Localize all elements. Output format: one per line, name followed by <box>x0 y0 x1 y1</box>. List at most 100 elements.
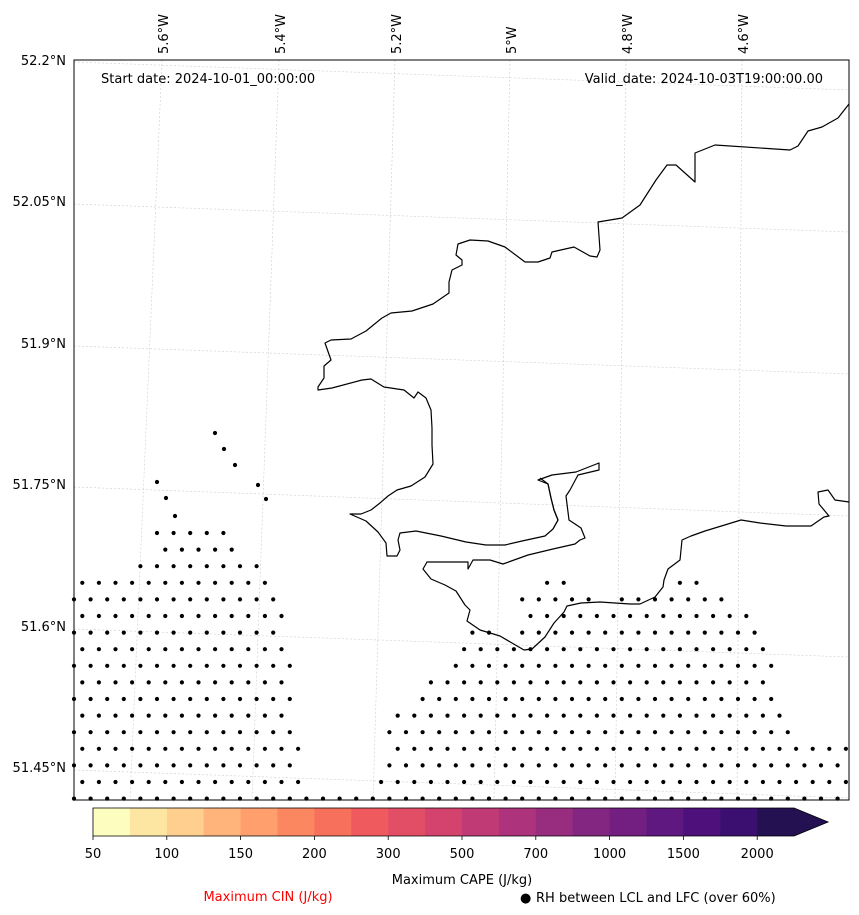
lon-label: 4.8°W <box>621 14 636 54</box>
rh-stipple-dot <box>395 746 400 751</box>
rh-stipple-dot <box>470 763 475 768</box>
rh-stipple-dot <box>669 696 674 702</box>
rh-stipple-dot <box>213 647 218 652</box>
rh-stipple-dot <box>636 597 641 602</box>
rh-stipple-dot <box>113 779 118 785</box>
rh-stipple-dot <box>138 696 143 702</box>
lat-label: 52.2°N <box>21 54 66 69</box>
rh-stipple-dot <box>262 647 267 652</box>
rh-stipple-dot <box>154 597 160 602</box>
rh-stipple-dot <box>677 647 683 652</box>
rh-stipple-dot <box>379 779 384 785</box>
rh-stipple-dot <box>669 663 674 668</box>
rh-stipple-dot <box>179 613 184 619</box>
rh-stipple-dot <box>561 746 566 751</box>
rh-stipple-dot <box>785 763 790 768</box>
rh-stipple-dot <box>80 680 85 685</box>
rh-stipple-dot <box>495 713 500 718</box>
rh-stipple-dot <box>146 713 151 718</box>
rh-stipple-dot <box>511 746 516 751</box>
rh-stipple-dot <box>719 630 724 635</box>
rh-stipple-dot <box>843 746 849 751</box>
rh-stipple-dot <box>569 730 575 735</box>
rh-stipple-dot <box>735 696 741 702</box>
rh-stipple-dot <box>578 680 583 685</box>
rh-stipple-dot <box>80 779 85 785</box>
start-date-text: Start date: 2024-10-01_00:00:00 <box>101 72 315 87</box>
rh-stipple-dot <box>462 779 467 785</box>
rh-stipple-dot <box>619 663 624 668</box>
rh-stipple-dot <box>237 630 243 635</box>
rh-stipple-dot <box>644 647 649 652</box>
rh-stipple-dot <box>752 763 757 768</box>
rh-stipple-dot <box>603 663 608 668</box>
rh-stipple-dot <box>428 680 433 685</box>
colorbar-segment <box>462 808 500 836</box>
rh-stipple-dot <box>80 647 85 652</box>
rh-stipple-dot <box>279 713 284 718</box>
rh-stipple-dot <box>254 763 259 768</box>
rh-stipple-dot <box>785 730 790 735</box>
gridline-parallel <box>73 769 850 799</box>
rh-stipple-dot <box>462 713 467 718</box>
rh-stipple-dot <box>719 763 724 768</box>
rh-stipple-dot <box>138 597 143 602</box>
colorbar-label: Maximum CAPE (J/kg) <box>392 873 532 888</box>
rh-stipple-dot <box>686 663 691 668</box>
lon-axis-labels: 5.6°W 5.4°W 5.2°W 5°W 4.8°W 4.6°W <box>157 14 752 54</box>
rh-stipple-dot <box>711 779 716 785</box>
rh-stipple-dot <box>188 597 193 602</box>
rh-stipple-dot <box>254 597 259 602</box>
rh-stipple-dot <box>130 713 135 718</box>
gridline-parallel <box>73 345 850 375</box>
rh-stipple-dot <box>204 696 209 702</box>
rh-stipple-dot <box>287 763 292 768</box>
rh-stipple-dot <box>279 680 284 685</box>
gridline-meridian <box>251 59 280 801</box>
rh-stipple-dot <box>619 630 624 635</box>
coastline-layer <box>317 103 850 651</box>
rh-stipple-dot <box>711 647 716 652</box>
rh-stipple-dot <box>387 730 392 735</box>
rh-stipple-dot <box>744 647 749 652</box>
rh-stipple-dot <box>603 696 608 702</box>
rh-stipple-dot <box>586 696 591 702</box>
rh-stipple-dot <box>462 746 467 751</box>
rh-stipple-dot <box>611 680 616 685</box>
rh-stipple-dot <box>172 513 178 519</box>
rh-stipple-dot <box>428 713 433 718</box>
colorbar-segment <box>351 808 389 836</box>
rh-stipple-dot <box>130 580 135 585</box>
colorbar-segment <box>683 808 721 836</box>
colorbar-tick-label: 100 <box>154 847 179 862</box>
rh-stipple-dot <box>677 746 683 751</box>
rh-stipple-dot <box>636 663 641 668</box>
rh-legend-marker: ● <box>520 891 531 906</box>
colorbar-tick-label: 2000 <box>741 847 774 862</box>
rh-stipple-dot <box>262 779 267 785</box>
colorbar-segment <box>720 808 758 836</box>
rh-stipple-dot <box>420 763 425 768</box>
rh-stipple-dot <box>154 479 160 485</box>
rh-stipple-dot <box>686 763 691 768</box>
rh-stipple-dot <box>545 580 550 585</box>
rh-stipple-dot <box>188 696 193 702</box>
lat-label: 51.6°N <box>21 620 66 635</box>
rh-stipple-dot <box>204 597 209 602</box>
rh-stipple-dot <box>727 647 732 652</box>
colorbar-segment <box>609 808 648 836</box>
rh-stipple-dot <box>271 763 276 768</box>
rh-stipple-dot <box>520 763 525 768</box>
rh-stipple-dot <box>478 779 483 785</box>
rh-stipple-dot <box>121 663 126 668</box>
rh-stipple-dot <box>229 746 234 751</box>
rh-stipple-dot <box>88 630 93 635</box>
rh-stipple-dot <box>677 779 683 785</box>
rh-stipple-dot <box>536 597 541 602</box>
rh-stipple-dot <box>171 597 176 602</box>
rh-stipple-dot <box>80 613 85 619</box>
rh-stipple-dot <box>237 763 243 768</box>
colorbar-tick-label: 150 <box>228 847 253 862</box>
gridline-parallel <box>73 486 850 517</box>
rh-stipple-dot <box>536 763 541 768</box>
